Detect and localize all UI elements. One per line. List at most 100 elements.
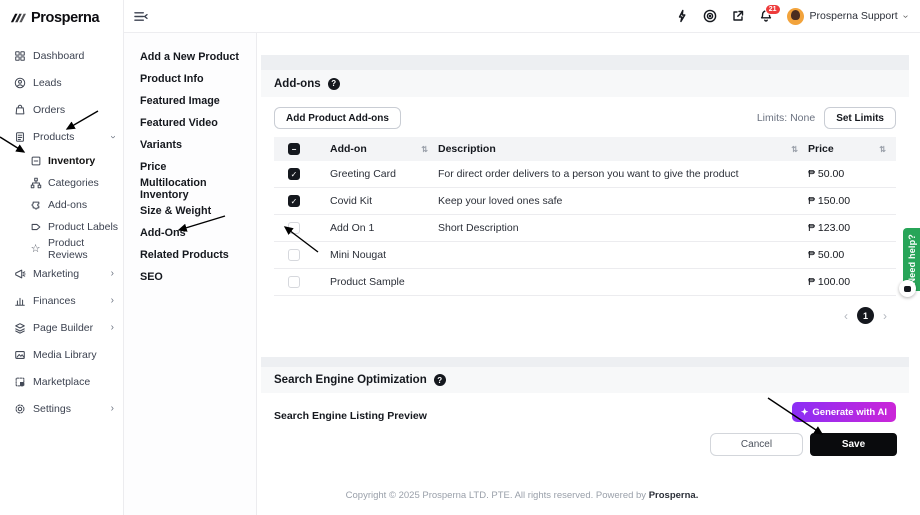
addons-table: − Add-on ⇅ Description ⇅ Price ⇅ ✓ Greeting … (274, 137, 896, 296)
seo-help-icon[interactable]: ? (433, 374, 446, 386)
sidebar-item-categories[interactable]: Categories (0, 172, 123, 194)
row-checkbox[interactable] (288, 222, 300, 234)
addon-price: ₱ 50.00 (808, 249, 845, 261)
products-icon (13, 130, 26, 143)
media-image-icon (13, 348, 26, 361)
addons-table-body: ✓ Greeting Card For direct order delivers … (274, 161, 896, 296)
pmenu-add-ons[interactable]: Add-Ons (140, 227, 186, 239)
prosperna-logo[interactable]: Prosperna (0, 0, 123, 27)
row-checkbox[interactable]: ✓ (288, 168, 300, 180)
sidebar-item-product-reviews[interactable]: ☆ Product Reviews (30, 237, 88, 261)
sidebar-item-page-builder[interactable]: Page Builder › (0, 314, 123, 341)
pmenu-add-new-product[interactable]: Add a New Product (140, 51, 239, 63)
orders-icon (13, 103, 26, 116)
col-addon: Add-on (330, 143, 367, 155)
addon-price: ₱ 150.00 (808, 195, 851, 207)
sidebar-item-addons[interactable]: Add-ons (0, 194, 123, 216)
sidebar-item-orders[interactable]: Orders (0, 96, 123, 123)
pmenu-size-weight[interactable]: Size & Weight (140, 205, 212, 217)
sidebar-item-marketplace[interactable]: Marketplace (0, 368, 123, 395)
chevron-right-icon: › (110, 294, 114, 306)
seo-preview-label: Search Engine Listing Preview (274, 410, 427, 422)
table-row: ✓ Greeting Card For direct order delivers … (274, 161, 896, 188)
pmenu-featured-video[interactable]: Featured Video (140, 117, 218, 129)
pmenu-price[interactable]: Price (140, 161, 167, 173)
quick-actions-bolt-icon[interactable] (675, 9, 690, 24)
topbar: 21 Prosperna Support › (124, 0, 920, 33)
copyright-text: Copyright © 2025 Prosperna LTD. PTE. All… (345, 490, 649, 501)
sidebar-item-products[interactable]: Products › (0, 123, 123, 150)
finances-chart-icon (13, 294, 26, 307)
prosperna-logo-icon (9, 9, 26, 27)
user-menu[interactable]: Prosperna Support › (786, 7, 911, 25)
pmenu-product-info[interactable]: Product Info (140, 73, 204, 85)
sidebar-toggle-icon[interactable] (133, 10, 148, 23)
row-checkbox[interactable] (288, 249, 300, 261)
next-page-icon[interactable]: › (883, 308, 887, 323)
table-row: Mini Nougat ₱ 50.00 (274, 242, 896, 269)
goals-target-icon[interactable] (703, 9, 718, 24)
gear-icon (13, 402, 26, 415)
section-divider-strip (261, 357, 909, 367)
set-limits-button[interactable]: Set Limits (824, 107, 896, 129)
addon-name: Add On 1 (330, 222, 375, 234)
sidebar-item-finances[interactable]: Finances › (0, 287, 123, 314)
sort-icon[interactable]: ⇅ (421, 144, 428, 154)
label-tag-icon (29, 221, 42, 234)
addon-description: For direct order delivers to a person yo… (438, 168, 739, 180)
pmenu-multilocation-inventory[interactable]: Multilocation Inventory (140, 177, 207, 201)
addon-price: ₱ 50.00 (808, 168, 845, 180)
generate-with-ai-button[interactable]: ✦ Generate with AI (791, 402, 896, 422)
pmenu-featured-image[interactable]: Featured Image (140, 95, 220, 107)
pmenu-seo[interactable]: SEO (140, 271, 163, 283)
chevron-down-icon: › (107, 134, 119, 139)
need-help-tab[interactable]: Need help? (903, 228, 920, 291)
sort-icon[interactable]: ⇅ (791, 144, 798, 154)
addon-price: ₱ 100.00 (808, 276, 851, 288)
addons-card: Add Product Add-ons Limits: None Set Lim… (261, 97, 909, 355)
sidebar-item-settings[interactable]: Settings › (0, 395, 123, 422)
external-link-icon[interactable] (731, 9, 746, 24)
leads-icon (13, 76, 26, 89)
addon-name: Product Sample (330, 276, 405, 288)
add-product-addons-button[interactable]: Add Product Add-ons (274, 107, 401, 129)
sidebar-item-leads[interactable]: Leads (0, 69, 123, 96)
sidebar-item-media-library[interactable]: Media Library (0, 341, 123, 368)
sort-icon[interactable]: ⇅ (879, 144, 886, 154)
footer-brand: Prosperna. (648, 490, 699, 501)
section-top-strip (261, 55, 909, 70)
col-price: Price (808, 143, 834, 155)
row-checkbox[interactable]: ✓ (288, 195, 300, 207)
pmenu-variants[interactable]: Variants (140, 139, 183, 151)
addons-help-icon[interactable]: ? (327, 77, 340, 90)
product-editor-menu: Add a New Product Product Info Featured … (124, 33, 257, 515)
prev-page-icon[interactable]: ‹ (844, 308, 848, 323)
sidebar-item-dashboard[interactable]: Dashboard (0, 42, 123, 69)
notifications-bell-icon[interactable]: 21 (759, 3, 781, 24)
addon-description: Short Description (438, 222, 519, 234)
addon-price: ₱ 123.00 (808, 222, 851, 234)
marketing-megaphone-icon (13, 267, 26, 280)
marketplace-icon (13, 375, 26, 388)
pagination: ‹ 1 › (844, 307, 887, 324)
sidebar-item-marketing[interactable]: Marketing › (0, 260, 123, 287)
logo-text: Prosperna (31, 10, 100, 26)
page-number[interactable]: 1 (857, 307, 874, 324)
col-description: Description (438, 143, 496, 155)
star-icon: ☆ (30, 242, 41, 255)
cancel-button[interactable]: Cancel (710, 433, 803, 456)
sidebar-nav: Dashboard Leads Orders Products › Invent… (0, 42, 123, 422)
addon-description: Keep your loved ones safe (438, 195, 563, 207)
sidebar-item-product-labels[interactable]: Product Labels (0, 216, 123, 238)
pmenu-related-products[interactable]: Related Products (140, 249, 229, 261)
addon-name: Mini Nougat (330, 249, 387, 261)
row-checkbox[interactable] (288, 276, 300, 288)
select-all-checkbox[interactable]: − (288, 143, 300, 155)
save-button[interactable]: Save (810, 433, 897, 456)
addon-name: Covid Kit (330, 195, 373, 207)
notification-count-badge: 21 (764, 3, 781, 15)
addons-title: Add-ons (274, 77, 321, 90)
table-row: Product Sample ₱ 100.00 (274, 269, 896, 296)
chat-widget-button[interactable] (899, 280, 916, 297)
sidebar-item-inventory[interactable]: Inventory (0, 150, 123, 172)
